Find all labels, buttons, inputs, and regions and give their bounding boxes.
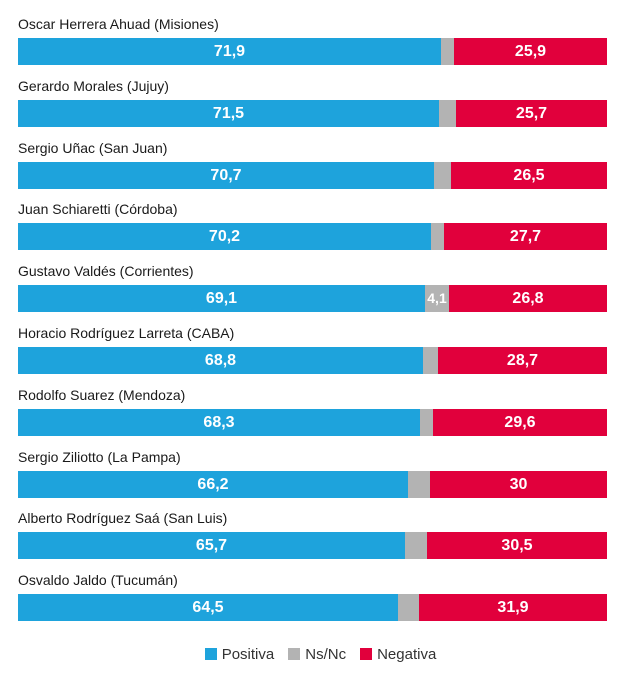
data-label: 27,7	[509, 228, 542, 246]
category-label: Sergio Ziliotto (La Pampa)	[18, 448, 181, 465]
bar-negativa: 29,6	[433, 408, 607, 436]
legend-swatch	[204, 648, 217, 660]
bar-negativa: 30,5	[427, 532, 607, 560]
bar-nsnc	[439, 99, 456, 127]
stacked-bar: 64,5 31,9	[18, 594, 607, 622]
category-label: Alberto Rodríguez Saá (San Luis)	[18, 510, 228, 527]
bar-negativa: 30	[430, 470, 607, 498]
data-label: 68,3	[203, 413, 235, 431]
legend-item: Ns/Nc	[288, 646, 346, 664]
bar-negativa: 27,7	[444, 223, 607, 251]
category-label: Gustavo Valdés (Corrientes)	[18, 263, 194, 280]
category-label: Horacio Rodríguez Larreta (CABA)	[18, 325, 235, 341]
bar-positiva: 66,2	[18, 470, 408, 498]
data-label: 25,9	[514, 43, 547, 60]
bar-nsnc	[398, 594, 419, 622]
stacked-bar-chart: Oscar Herrera Ahuad (Misiones) 71,9 25,9 Ge…	[18, 16, 607, 622]
legend-label: Positiva	[221, 646, 275, 663]
data-label: 31,9	[497, 599, 529, 617]
bar-nsnc	[434, 161, 451, 189]
data-label: 29,6	[504, 413, 536, 431]
data-label: 4,1	[427, 290, 447, 307]
bar-nsnc	[431, 223, 444, 251]
bar-negativa: 26,8	[449, 285, 607, 313]
stacked-bar: 66,2 30	[18, 470, 607, 498]
bar-positiva: 70,7	[18, 161, 434, 189]
bar-nsnc	[441, 38, 454, 65]
category-label: Oscar Herrera Ahuad (Misiones)	[18, 16, 219, 32]
data-label: 70,2	[208, 228, 241, 246]
bar-positiva: 69,1	[18, 285, 425, 313]
legend-label: Ns/Nc	[305, 646, 347, 663]
bar-nsnc	[405, 532, 427, 560]
bar-negativa: 31,9	[419, 594, 607, 622]
category-label: Osvaldo Jaldo (Tucumán)	[18, 572, 178, 589]
bar-positiva: 68,8	[18, 347, 423, 374]
data-label: 65,7	[195, 537, 228, 555]
legend-label: Negativa	[377, 646, 437, 663]
data-label: 30	[509, 475, 528, 493]
stacked-bar: 70,7 26,5	[18, 161, 607, 189]
bar-positiva: 65,7	[18, 532, 405, 560]
category-label: Gerardo Morales (Jujuy)	[18, 77, 169, 94]
data-label: 26,8	[512, 290, 544, 308]
bar-negativa: 25,9	[454, 38, 607, 65]
data-label: 28,7	[506, 352, 539, 369]
legend: Positiva Ns/Nc Negativa	[0, 646, 641, 664]
bar-negativa: 28,7	[438, 347, 607, 374]
data-label: 69,1	[205, 290, 238, 308]
legend-item: Negativa	[360, 646, 436, 664]
bar-positiva: 70,2	[18, 223, 431, 251]
stacked-bar: 68,8 28,7	[18, 347, 607, 374]
category-label: Juan Schiaretti (Córdoba)	[18, 201, 178, 218]
data-label: 71,9	[213, 43, 246, 60]
category-label: Rodolfo Suarez (Mendoza)	[18, 386, 186, 403]
bar-negativa: 26,5	[451, 161, 607, 189]
legend-swatch	[360, 648, 373, 660]
stacked-bar: 69,1 4,1 26,8	[18, 285, 607, 313]
data-label: 26,5	[513, 166, 545, 184]
legend-item: Positiva	[204, 646, 275, 664]
stacked-bar: 71,9 25,9	[18, 38, 607, 65]
stacked-bar: 68,3 29,6	[18, 408, 607, 436]
data-label: 66,2	[197, 475, 229, 493]
bar-nsnc	[408, 470, 430, 498]
stacked-bar: 71,5 25,7	[18, 99, 607, 127]
bar-positiva: 71,5	[18, 99, 439, 127]
data-label: 71,5	[212, 104, 245, 122]
stacked-bar: 65,7 30,5	[18, 532, 607, 560]
bar-nsnc	[423, 347, 438, 374]
data-label: 64,5	[192, 599, 224, 617]
bar-positiva: 71,9	[18, 38, 441, 65]
stacked-bar: 70,2 27,7	[18, 223, 607, 251]
data-label: 25,7	[515, 104, 548, 122]
bar-positiva: 64,5	[18, 594, 398, 622]
bar-positiva: 68,3	[18, 408, 420, 436]
bar-nsnc	[420, 408, 433, 436]
legend-swatch	[288, 648, 301, 660]
data-label: 30,5	[501, 537, 533, 555]
data-label: 68,8	[204, 352, 237, 369]
category-label: Sergio Uñac (San Juan)	[18, 139, 168, 156]
data-label: 70,7	[210, 166, 242, 184]
bar-nsnc: 4,1	[425, 285, 449, 313]
bar-negativa: 25,7	[456, 99, 607, 127]
